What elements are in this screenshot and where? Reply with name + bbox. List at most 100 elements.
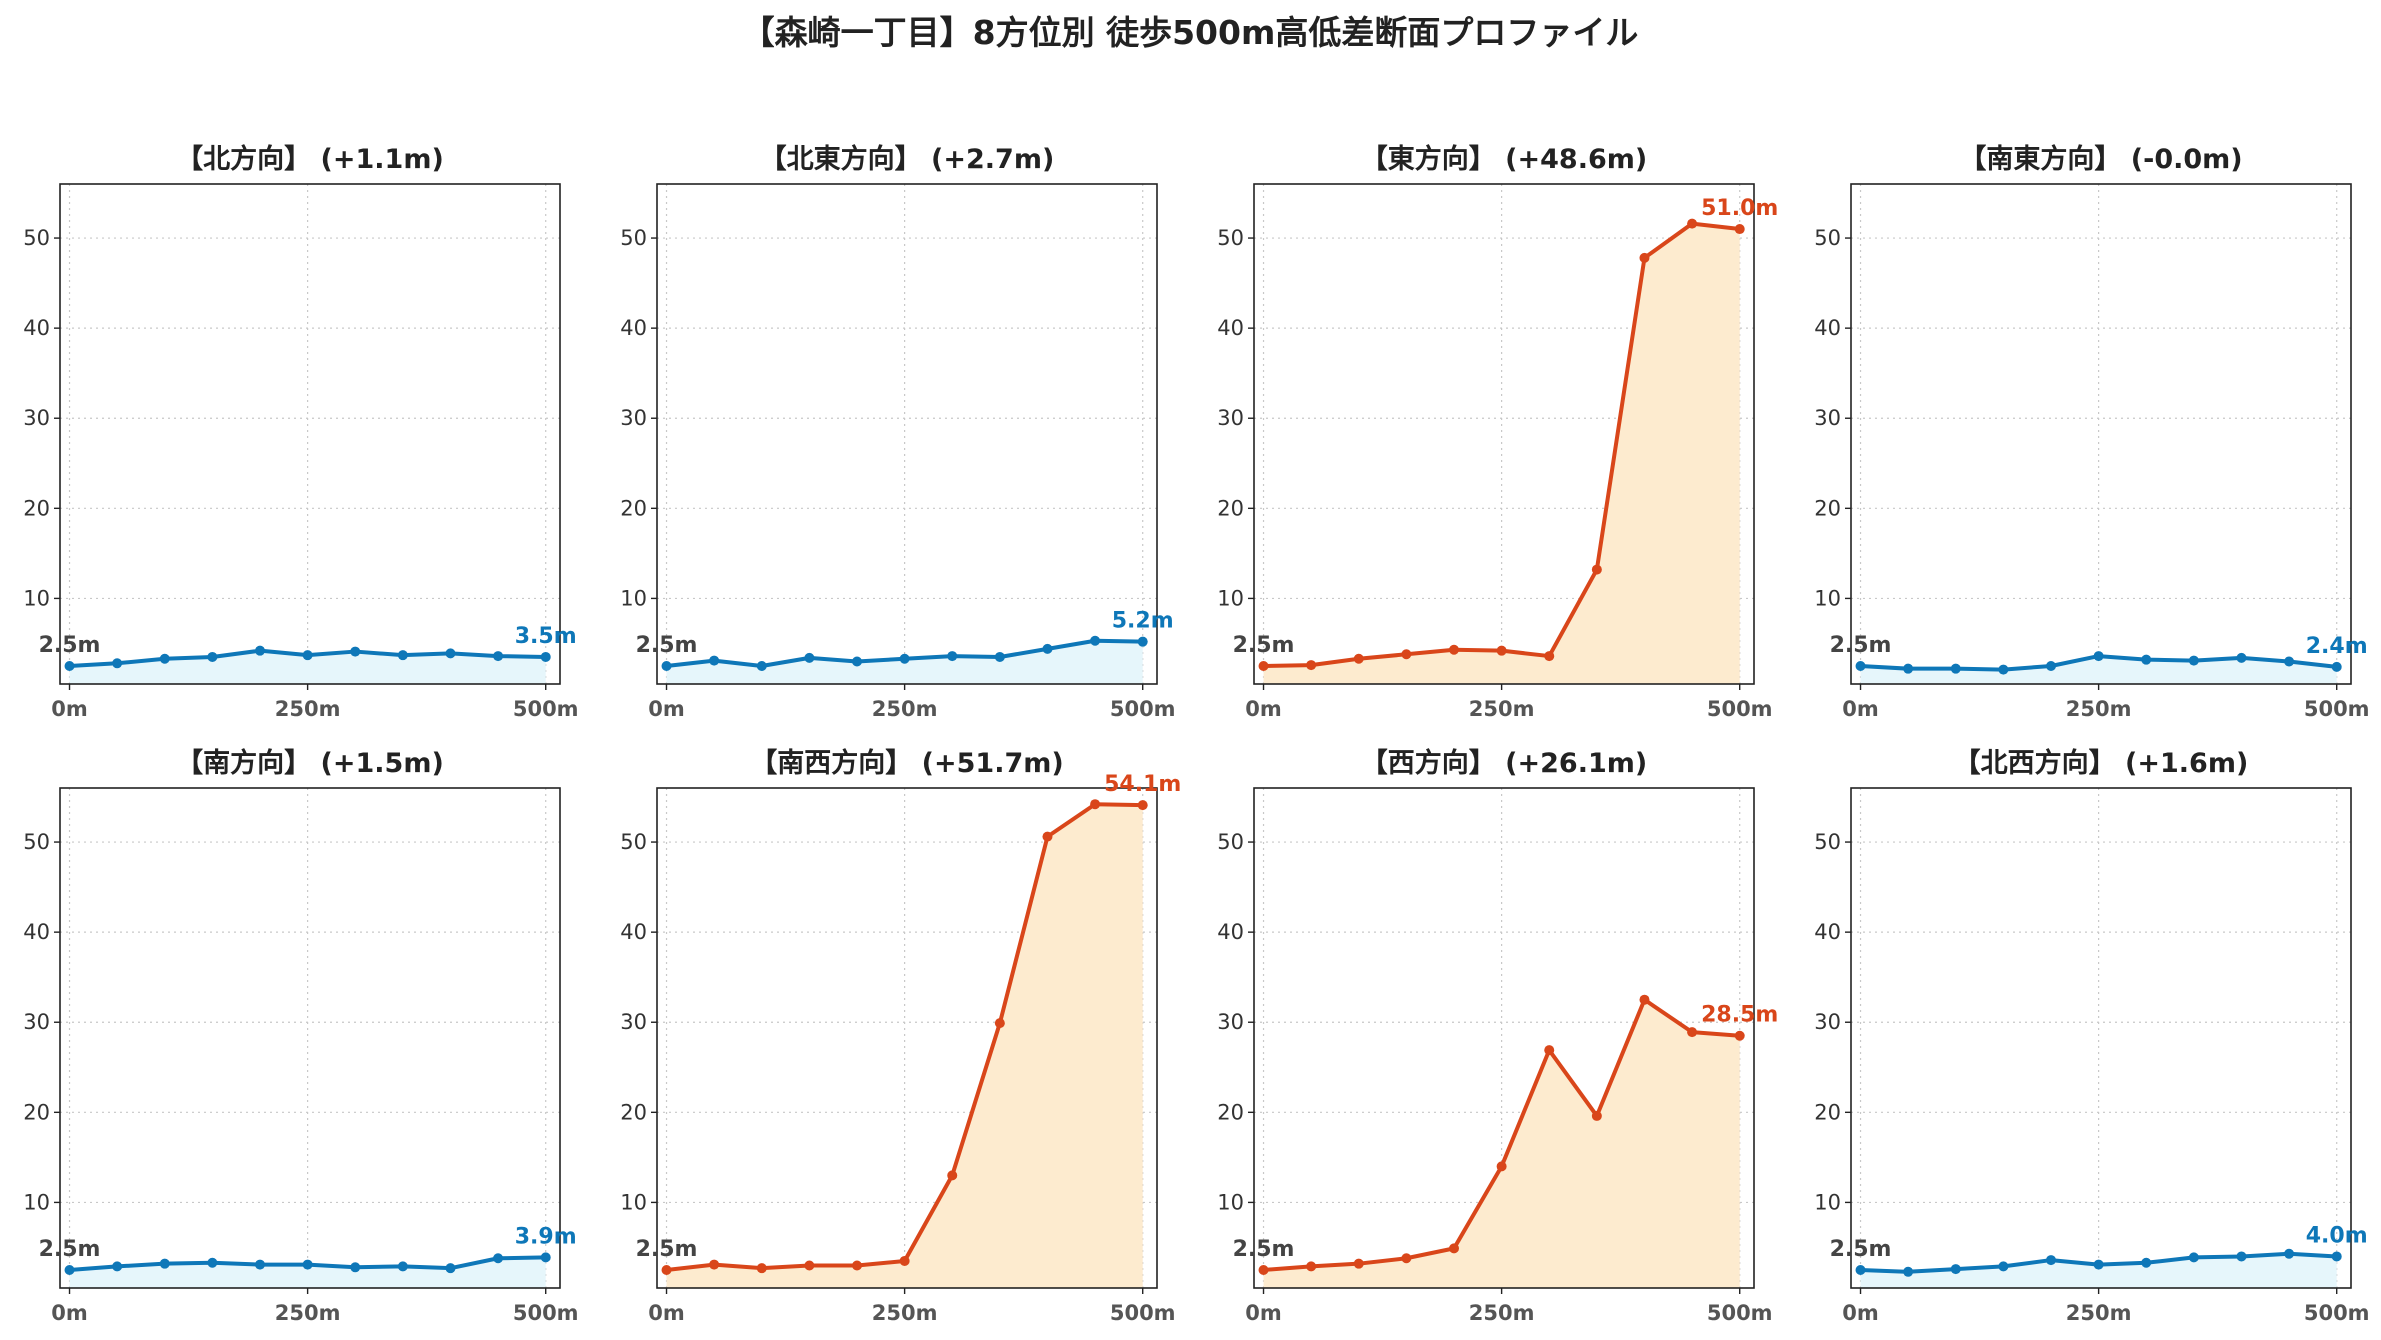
profile-point (445, 648, 456, 659)
panel-title: 【北東方向】 (+2.7m) (760, 143, 1055, 175)
y-tick-label: 50 (620, 226, 647, 250)
end-elevation-label: 28.5m (1701, 1003, 1778, 1028)
profile-point (947, 651, 958, 662)
end-elevation-label: 3.9m (515, 1224, 577, 1249)
profile-point (899, 1255, 910, 1266)
y-tick-label: 30 (1217, 1010, 1244, 1034)
profile-point (709, 1259, 720, 1270)
y-tick-label: 30 (23, 1010, 50, 1034)
profile-point (2141, 1257, 2152, 1268)
profile-point (994, 651, 1005, 662)
profile-point (2331, 1251, 2342, 1262)
profile-point (397, 1261, 408, 1272)
y-tick-label: 20 (23, 1100, 50, 1124)
profile-point (1042, 643, 1053, 654)
y-tick-label: 40 (1814, 316, 1841, 340)
profile-point (2046, 1255, 2056, 1266)
y-tick-label: 50 (23, 830, 50, 854)
y-tick-label: 50 (1814, 830, 1841, 854)
y-tick-label: 10 (1814, 586, 1841, 610)
start-elevation-label: 2.5m (39, 1237, 101, 1262)
y-tick-label: 40 (1814, 920, 1841, 944)
y-tick-label: 50 (1814, 226, 1841, 250)
profile-point (2236, 652, 2247, 663)
x-tick-label: 500m (513, 1301, 579, 1325)
profile-point (947, 1170, 958, 1181)
end-elevation-label: 2.4m (2306, 634, 2368, 659)
profile-point (1734, 1030, 1745, 1041)
x-tick-label: 250m (1469, 697, 1535, 721)
x-tick-label: 0m (51, 1301, 88, 1325)
axes-frame (59, 183, 561, 685)
profile-fill-area (666, 804, 1143, 1288)
x-tick-label: 250m (275, 1301, 341, 1325)
panel-title: 【南西方向】 (+51.7m) (750, 747, 1063, 779)
y-tick-label: 40 (23, 316, 50, 340)
profile-point (1639, 994, 1650, 1005)
profile-point (2046, 660, 2056, 671)
profile-point (1353, 653, 1364, 664)
y-tick-label: 30 (1814, 406, 1841, 430)
profile-point (1855, 660, 1866, 671)
profile-point (302, 1259, 313, 1270)
x-tick-label: 0m (648, 1301, 685, 1325)
y-tick-label: 10 (1814, 1190, 1841, 1214)
x-tick-label: 500m (1110, 697, 1176, 721)
profile-point (255, 645, 265, 656)
y-tick-label: 40 (620, 920, 647, 944)
axes-frame (1253, 183, 1755, 685)
profile-point (1591, 564, 1602, 575)
profile-point (709, 655, 720, 666)
end-elevation-label: 4.0m (2306, 1223, 2368, 1248)
profile-point (899, 653, 910, 664)
y-tick-label: 30 (23, 406, 50, 430)
y-tick-label: 10 (23, 1190, 50, 1214)
profile-point (159, 1258, 170, 1269)
profile-point (1042, 831, 1053, 842)
y-tick-label: 10 (23, 586, 50, 610)
y-tick-label: 20 (620, 496, 647, 520)
y-tick-label: 50 (1217, 226, 1244, 250)
profile-point (64, 660, 75, 671)
x-tick-label: 0m (1842, 697, 1879, 721)
x-tick-label: 0m (51, 697, 88, 721)
profile-point (756, 660, 767, 671)
panel-title: 【南方向】 (+1.5m) (176, 747, 444, 779)
profile-point (2236, 1251, 2247, 1262)
y-tick-label: 30 (620, 406, 647, 430)
profile-point (493, 1253, 504, 1264)
y-tick-label: 30 (1814, 1010, 1841, 1034)
y-tick-label: 20 (1814, 496, 1841, 520)
profile-point (540, 1252, 551, 1263)
profile-point (1258, 660, 1269, 671)
profile-point (1090, 635, 1101, 646)
profile-point (1137, 800, 1148, 811)
profile-point (2188, 1252, 2199, 1263)
y-tick-label: 30 (1217, 406, 1244, 430)
profile-point (852, 1260, 862, 1271)
profile-point (2284, 656, 2295, 667)
panel-title: 【東方向】 (+48.6m) (1361, 143, 1647, 175)
x-tick-label: 500m (1110, 1301, 1176, 1325)
profile-point (2284, 1248, 2295, 1259)
profile-point (540, 651, 551, 662)
x-tick-label: 250m (275, 697, 341, 721)
panel-title: 【北方向】 (+1.1m) (176, 143, 444, 175)
y-tick-label: 40 (23, 920, 50, 944)
x-tick-label: 0m (1245, 1301, 1282, 1325)
profile-fill-area (1860, 1253, 2337, 1288)
x-tick-label: 500m (2304, 697, 2370, 721)
profile-point (1903, 1266, 1914, 1277)
profile-point (2093, 1259, 2104, 1270)
y-tick-label: 50 (1217, 830, 1244, 854)
start-elevation-label: 2.5m (636, 633, 698, 658)
profile-point (1998, 664, 2009, 675)
profile-point (445, 1263, 456, 1274)
profile-point (1496, 645, 1507, 656)
axes-frame (656, 183, 1158, 685)
axes-frame (59, 787, 561, 1289)
